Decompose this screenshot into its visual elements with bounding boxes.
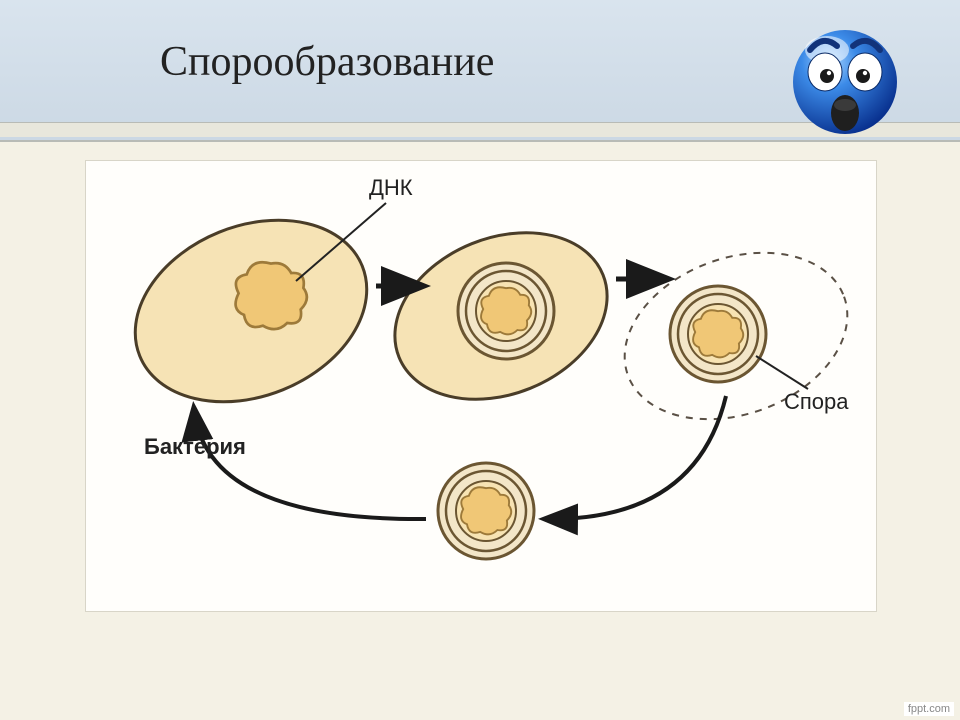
slide: Спорообразование	[0, 0, 960, 720]
spore-in-cell	[458, 263, 554, 359]
label-spore: Спора	[784, 389, 849, 414]
free-spore	[670, 286, 766, 382]
surprised-face-icon	[785, 20, 905, 140]
label-dna: ДНК	[369, 175, 413, 200]
arrow-4	[194, 409, 426, 519]
label-bacterium: Бактерия	[144, 434, 246, 459]
watermark: fppt.com	[904, 702, 954, 716]
arrow-3	[546, 396, 726, 519]
callout-line-spore	[756, 356, 808, 389]
spore-bottom	[438, 463, 534, 559]
page-title: Спорообразование	[160, 38, 494, 86]
sporulation-diagram: ДНК Бактерия Спора	[85, 160, 877, 612]
